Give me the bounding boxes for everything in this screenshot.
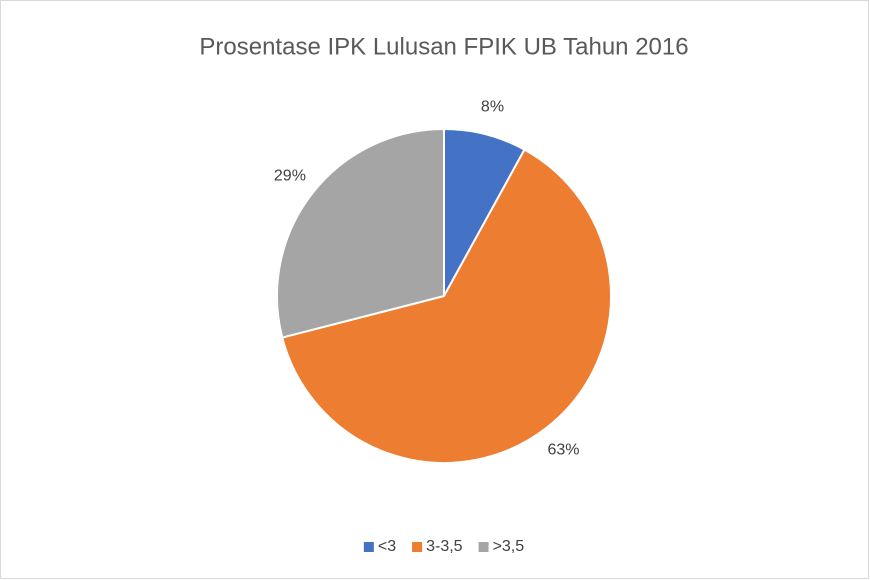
chart-title: Prosentase IPK Lulusan FPIK UB Tahun 201… xyxy=(199,33,688,60)
legend-label: >3,5 xyxy=(493,538,525,555)
legend-swatch xyxy=(363,542,374,552)
data-label: 63% xyxy=(548,441,580,458)
pie-slice xyxy=(276,127,445,339)
data-label: 8% xyxy=(481,98,504,115)
data-label: 29% xyxy=(274,168,306,185)
pie-slice xyxy=(281,148,612,464)
legend-label: <3 xyxy=(378,538,396,555)
legend-label: 3-3,5 xyxy=(426,538,463,555)
legend-swatch xyxy=(478,542,489,552)
legend-swatch xyxy=(412,542,423,552)
